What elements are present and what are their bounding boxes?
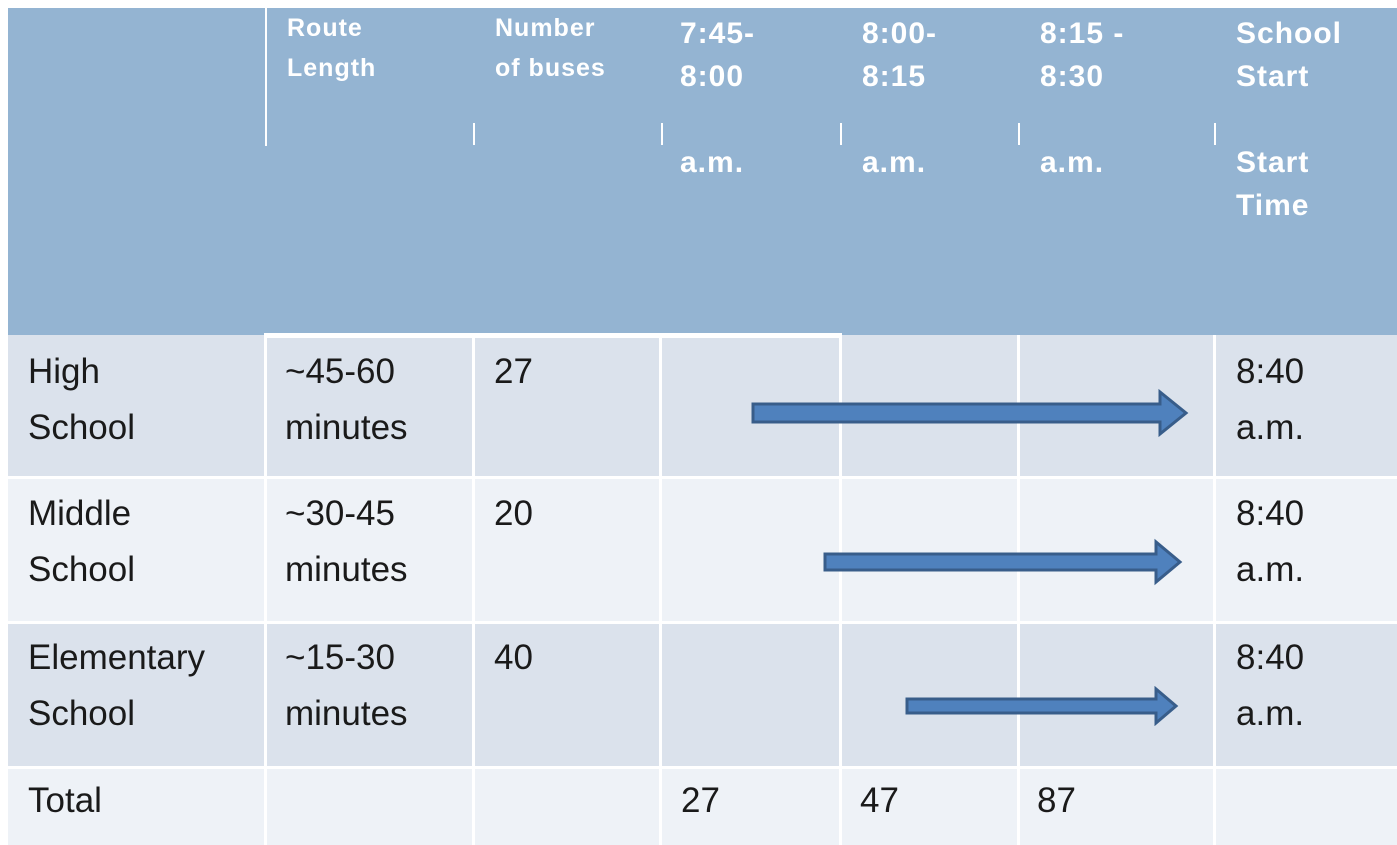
start-time: 8:40 a.m. <box>1236 638 1305 733</box>
start-time: 8:40 a.m. <box>1236 352 1305 447</box>
school-name: High School <box>28 352 136 447</box>
total-800: 47 <box>860 781 899 820</box>
column-divider <box>472 335 475 845</box>
right-arrow-icon <box>905 686 1179 726</box>
right-arrow-icon <box>751 388 1189 438</box>
header-divider <box>840 123 842 145</box>
row-divider <box>8 766 1397 769</box>
school-name: Elementary School <box>28 638 206 733</box>
header-time-800: 8:00- 8:15 a.m. <box>862 17 938 179</box>
header-route-length: Route Length <box>287 14 377 82</box>
right-arrow-icon <box>823 538 1183 586</box>
row-divider <box>8 621 1397 624</box>
row-divider <box>8 476 1397 479</box>
route-length: ~45-60 minutes <box>285 352 408 447</box>
header-divider <box>1214 123 1216 145</box>
header-divider <box>1018 123 1020 145</box>
header-bottom-border <box>264 333 842 338</box>
total-label: Total <box>28 781 102 820</box>
column-divider <box>659 335 662 845</box>
header-time-745: 7:45- 8:00 a.m. <box>680 17 756 179</box>
school-name: Middle School <box>28 494 136 589</box>
header-divider <box>473 123 475 145</box>
route-length: ~15-30 minutes <box>285 638 408 733</box>
header-number-of-buses: Number of buses <box>495 14 606 82</box>
header-divider <box>661 123 663 145</box>
column-divider <box>839 335 842 845</box>
table-row-elementary-school <box>8 622 1397 767</box>
start-time: 8:40 a.m. <box>1236 494 1305 589</box>
column-divider <box>264 335 267 845</box>
column-divider <box>1017 335 1020 845</box>
table-row-middle-school <box>8 477 1397 622</box>
table-row-total <box>8 767 1397 845</box>
total-745: 27 <box>681 781 720 820</box>
header-time-815: 8:15 - 8:30 a.m. <box>1040 17 1125 179</box>
header-divider <box>265 8 267 146</box>
route-length: ~30-45 minutes <box>285 494 408 589</box>
column-divider <box>1213 335 1216 845</box>
header-school-start: School Start Start Time <box>1236 17 1343 222</box>
total-815: 87 <box>1037 781 1076 820</box>
table-header <box>8 8 1397 335</box>
bus-count: 20 <box>494 494 533 533</box>
bus-count: 27 <box>494 352 533 391</box>
bus-count: 40 <box>494 638 533 677</box>
